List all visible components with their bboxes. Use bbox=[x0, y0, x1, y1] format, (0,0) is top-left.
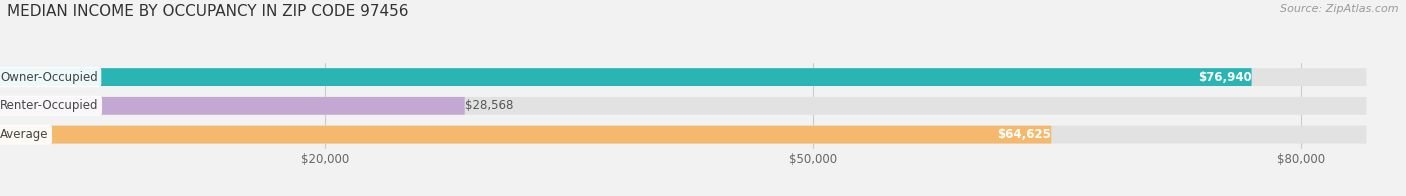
FancyBboxPatch shape bbox=[0, 126, 1052, 143]
Text: Average: Average bbox=[0, 128, 49, 141]
Text: MEDIAN INCOME BY OCCUPANCY IN ZIP CODE 97456: MEDIAN INCOME BY OCCUPANCY IN ZIP CODE 9… bbox=[7, 4, 409, 19]
FancyBboxPatch shape bbox=[0, 97, 465, 115]
Text: $28,568: $28,568 bbox=[465, 99, 513, 112]
FancyBboxPatch shape bbox=[0, 68, 1251, 86]
Text: Renter-Occupied: Renter-Occupied bbox=[0, 99, 98, 112]
Text: Source: ZipAtlas.com: Source: ZipAtlas.com bbox=[1281, 4, 1399, 14]
Text: $64,625: $64,625 bbox=[997, 128, 1052, 141]
Text: Owner-Occupied: Owner-Occupied bbox=[0, 71, 98, 83]
FancyBboxPatch shape bbox=[0, 68, 1367, 86]
Text: $76,940: $76,940 bbox=[1198, 71, 1251, 83]
FancyBboxPatch shape bbox=[0, 126, 1367, 143]
FancyBboxPatch shape bbox=[0, 97, 1367, 115]
